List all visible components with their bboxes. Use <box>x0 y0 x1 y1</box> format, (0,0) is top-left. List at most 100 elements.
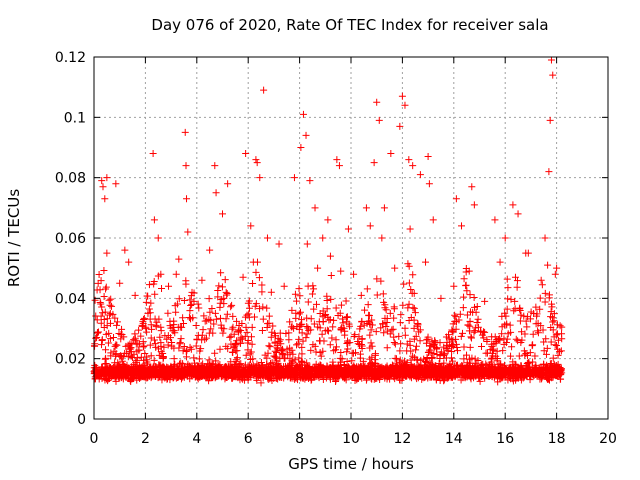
data-point <box>149 150 157 158</box>
cloud-point <box>102 359 110 367</box>
data-point <box>333 156 341 164</box>
cloud-point <box>102 285 110 293</box>
cloud-point <box>163 335 171 343</box>
cloud-point <box>343 313 351 321</box>
data-point <box>131 291 139 299</box>
cloud-point <box>263 304 271 312</box>
y-tick-label: 0.12 <box>55 50 86 66</box>
cloud-point <box>506 374 514 382</box>
cloud-point <box>227 303 235 311</box>
cloud-point <box>358 345 366 353</box>
cloud-point <box>388 361 396 369</box>
grid-lines <box>94 57 608 419</box>
cloud-point <box>304 298 312 306</box>
cloud-point <box>478 342 486 350</box>
cloud-point <box>436 355 444 363</box>
cloud-point <box>487 355 495 363</box>
cloud-point <box>110 347 118 355</box>
cloud-point <box>273 357 281 365</box>
cloud-point <box>258 326 266 334</box>
cloud-point <box>168 339 176 347</box>
cloud-point <box>318 371 326 379</box>
cloud-point <box>521 371 529 379</box>
y-tick-label: 0.04 <box>55 291 86 307</box>
cloud-point <box>407 313 415 321</box>
cloud-point <box>319 317 327 325</box>
data-point <box>422 258 430 266</box>
cloud-point <box>338 324 346 332</box>
cloud-point <box>214 286 222 294</box>
cloud-point <box>294 340 302 348</box>
cloud-point <box>151 290 159 298</box>
cloud-point <box>304 324 312 332</box>
cloud-point <box>171 302 179 310</box>
cloud-point <box>307 346 315 354</box>
data-point <box>551 270 559 278</box>
cloud-point <box>317 352 325 360</box>
cloud-point <box>449 337 457 345</box>
data-point <box>267 288 275 296</box>
cloud-point <box>172 371 180 379</box>
cloud-point <box>231 341 239 349</box>
cloud-point <box>139 371 147 379</box>
cloud-point <box>489 363 497 371</box>
cloud-point <box>412 342 420 350</box>
cloud-point <box>206 308 214 316</box>
cloud-point <box>209 329 217 337</box>
cloud-point <box>164 309 172 317</box>
cloud-point <box>326 373 334 381</box>
cloud-point <box>208 305 216 313</box>
cloud-point <box>345 320 353 328</box>
cloud-point <box>214 293 222 301</box>
cloud-point <box>345 365 353 373</box>
cloud-point <box>158 285 166 293</box>
cloud-point <box>349 349 357 357</box>
cloud-point <box>388 326 396 334</box>
cloud-point <box>240 369 248 377</box>
cloud-point <box>539 326 547 334</box>
cloud-point <box>106 309 114 317</box>
cloud-point <box>417 366 425 374</box>
cloud-point <box>175 295 183 303</box>
cloud-point <box>499 347 507 355</box>
cloud-point <box>483 336 491 344</box>
cloud-point <box>518 370 526 378</box>
cloud-point <box>400 365 408 373</box>
data-point <box>247 222 255 230</box>
cloud-point <box>396 347 404 355</box>
cloud-point <box>408 366 416 374</box>
cloud-point <box>455 364 463 372</box>
cloud-point <box>255 274 263 282</box>
cloud-point <box>252 268 260 276</box>
cloud-point <box>451 371 459 379</box>
cloud-point <box>488 333 496 341</box>
cloud-point <box>448 335 456 343</box>
cloud-point <box>405 279 413 287</box>
cloud-point <box>269 322 277 330</box>
cloud-point <box>186 343 194 351</box>
data-point <box>103 174 111 182</box>
cloud-point <box>319 375 327 383</box>
cloud-point <box>211 309 219 317</box>
cloud-point <box>275 373 283 381</box>
data-point <box>470 201 478 209</box>
cloud-point <box>517 338 525 346</box>
cloud-point <box>361 371 369 379</box>
cloud-point <box>424 369 432 377</box>
cloud-point <box>325 316 333 324</box>
x-tick-label: 20 <box>599 431 617 447</box>
data-point <box>370 159 378 167</box>
cloud-point <box>263 323 271 331</box>
tick-labels: 0 2 4 6 8 10 12 14 16 18 20 0 0.02 0.04 0.06 0.08 0.1 0.1… <box>55 50 617 447</box>
cloud-point <box>310 305 318 313</box>
cloud-point <box>440 359 448 367</box>
x-axis-label: GPS time / hours <box>288 455 414 473</box>
x-tick-label: 8 <box>295 431 304 447</box>
cloud-point <box>229 323 237 331</box>
cloud-point <box>248 364 256 372</box>
cloud-point <box>400 280 408 288</box>
cloud-point <box>156 333 164 341</box>
cloud-point <box>141 350 149 358</box>
cloud-point <box>296 292 304 300</box>
cloud-point <box>536 305 544 313</box>
